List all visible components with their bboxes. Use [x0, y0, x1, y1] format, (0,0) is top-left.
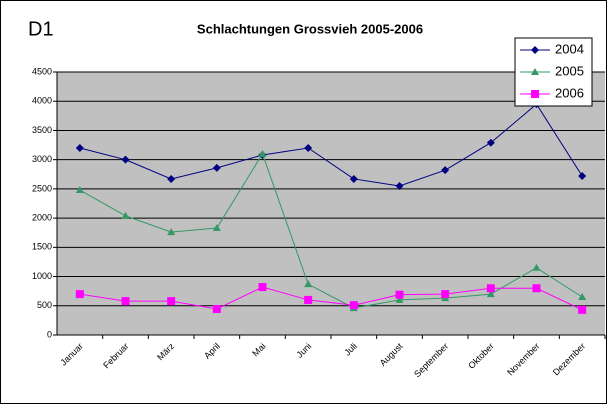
- plot-area: [57, 72, 605, 335]
- data-point: [75, 186, 84, 194]
- data-point: [349, 301, 358, 310]
- data-point: [304, 280, 313, 288]
- y-tick-label: 2500: [32, 183, 52, 193]
- y-tick-label: 4500: [32, 66, 52, 76]
- data-point: [441, 166, 450, 175]
- data-point: [304, 295, 313, 304]
- legend-label: 2005: [555, 63, 584, 78]
- series-line: [79, 103, 583, 187]
- data-point: [532, 263, 541, 271]
- y-tick-label: 0: [47, 329, 52, 339]
- y-tick-label: 1000: [32, 271, 52, 281]
- data-point: [441, 290, 450, 299]
- data-point: [395, 181, 404, 190]
- chart-label: D1: [28, 18, 54, 40]
- data-point: [486, 284, 495, 293]
- data-point: [532, 284, 541, 293]
- data-point: [578, 305, 587, 314]
- data-point: [121, 297, 130, 306]
- series-line: [79, 152, 583, 309]
- legend-marker: [531, 68, 539, 75]
- data-point: [212, 224, 221, 232]
- data-point: [578, 293, 587, 301]
- data-point: [75, 290, 84, 299]
- data-point: [212, 304, 221, 313]
- legend-marker: [531, 90, 539, 98]
- series-line: [79, 286, 583, 311]
- legend-label: 2004: [555, 41, 584, 56]
- y-tick-label: 2000: [32, 212, 52, 222]
- data-point: [167, 297, 176, 306]
- data-point: [486, 290, 495, 298]
- y-tick-label: 500: [37, 300, 52, 310]
- data-point: [304, 143, 313, 152]
- data-point: [121, 211, 130, 219]
- y-tick-label: 3000: [32, 154, 52, 164]
- data-point: [258, 149, 267, 157]
- data-point: [75, 143, 84, 152]
- data-point: [167, 174, 176, 183]
- data-point: [258, 283, 267, 292]
- data-point: [578, 172, 587, 181]
- chart-title: Schlachtungen Grossvieh 2005-2006: [197, 21, 423, 36]
- data-point: [395, 295, 404, 303]
- y-tick-label: 1500: [32, 242, 52, 252]
- data-point: [167, 228, 176, 236]
- data-point: [349, 174, 358, 183]
- y-tick-label: 4000: [32, 96, 52, 106]
- legend-label: 2006: [555, 85, 584, 100]
- legend-marker: [531, 46, 539, 54]
- data-point: [486, 138, 495, 147]
- data-point: [395, 290, 404, 299]
- data-point: [212, 163, 221, 172]
- y-tick-label: 3500: [32, 125, 52, 135]
- data-point: [121, 155, 130, 164]
